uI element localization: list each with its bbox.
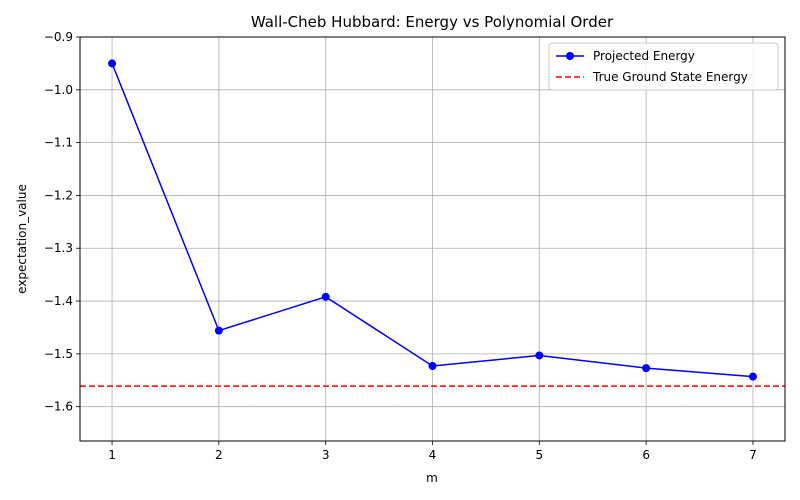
legend-projected-label: Projected Energy (593, 49, 695, 63)
y-axis-label: expectation_value (15, 184, 29, 294)
y-axis: −0.9 −1.0 −1.1 −1.2 −1.3 −1.4 −1.5 −1.6 (44, 30, 80, 414)
projected-energy-point (108, 59, 117, 68)
legend: Projected Energy True Ground State Energ… (548, 42, 779, 91)
x-tick-label: 1 (108, 448, 116, 462)
legend-true-energy-label: True Ground State Energy (592, 70, 748, 84)
projected-energy-point (214, 326, 223, 335)
legend-box (548, 42, 779, 91)
series-group (108, 59, 757, 381)
x-axis: 1 2 3 4 5 6 7 (108, 441, 757, 462)
y-tick-label: −1.1 (44, 136, 73, 150)
chart-title: Wall-Cheb Hubbard: Energy vs Polynomial … (251, 13, 614, 31)
y-tick-label: −1.2 (44, 188, 73, 202)
x-tick-label: 4 (429, 448, 437, 462)
y-tick-label: −1.0 (44, 83, 73, 97)
projected-energy-point (748, 372, 757, 381)
projected-energy-point (642, 364, 651, 373)
y-tick-label: −1.5 (44, 347, 73, 361)
y-tick-label: −0.9 (44, 30, 73, 44)
x-tick-label: 6 (642, 448, 650, 462)
x-tick-label: 2 (215, 448, 223, 462)
projected-energy-point (428, 362, 437, 371)
x-tick-label: 7 (749, 448, 757, 462)
x-tick-label: 3 (322, 448, 330, 462)
projected-energy-point (535, 351, 544, 360)
x-axis-label: m (426, 471, 438, 485)
y-tick-label: −1.6 (44, 400, 73, 414)
y-tick-label: −1.4 (44, 294, 73, 308)
y-tick-label: −1.3 (44, 241, 73, 255)
legend-projected-marker (566, 52, 574, 60)
projected-energy-point (321, 292, 330, 301)
x-tick-label: 5 (535, 448, 543, 462)
